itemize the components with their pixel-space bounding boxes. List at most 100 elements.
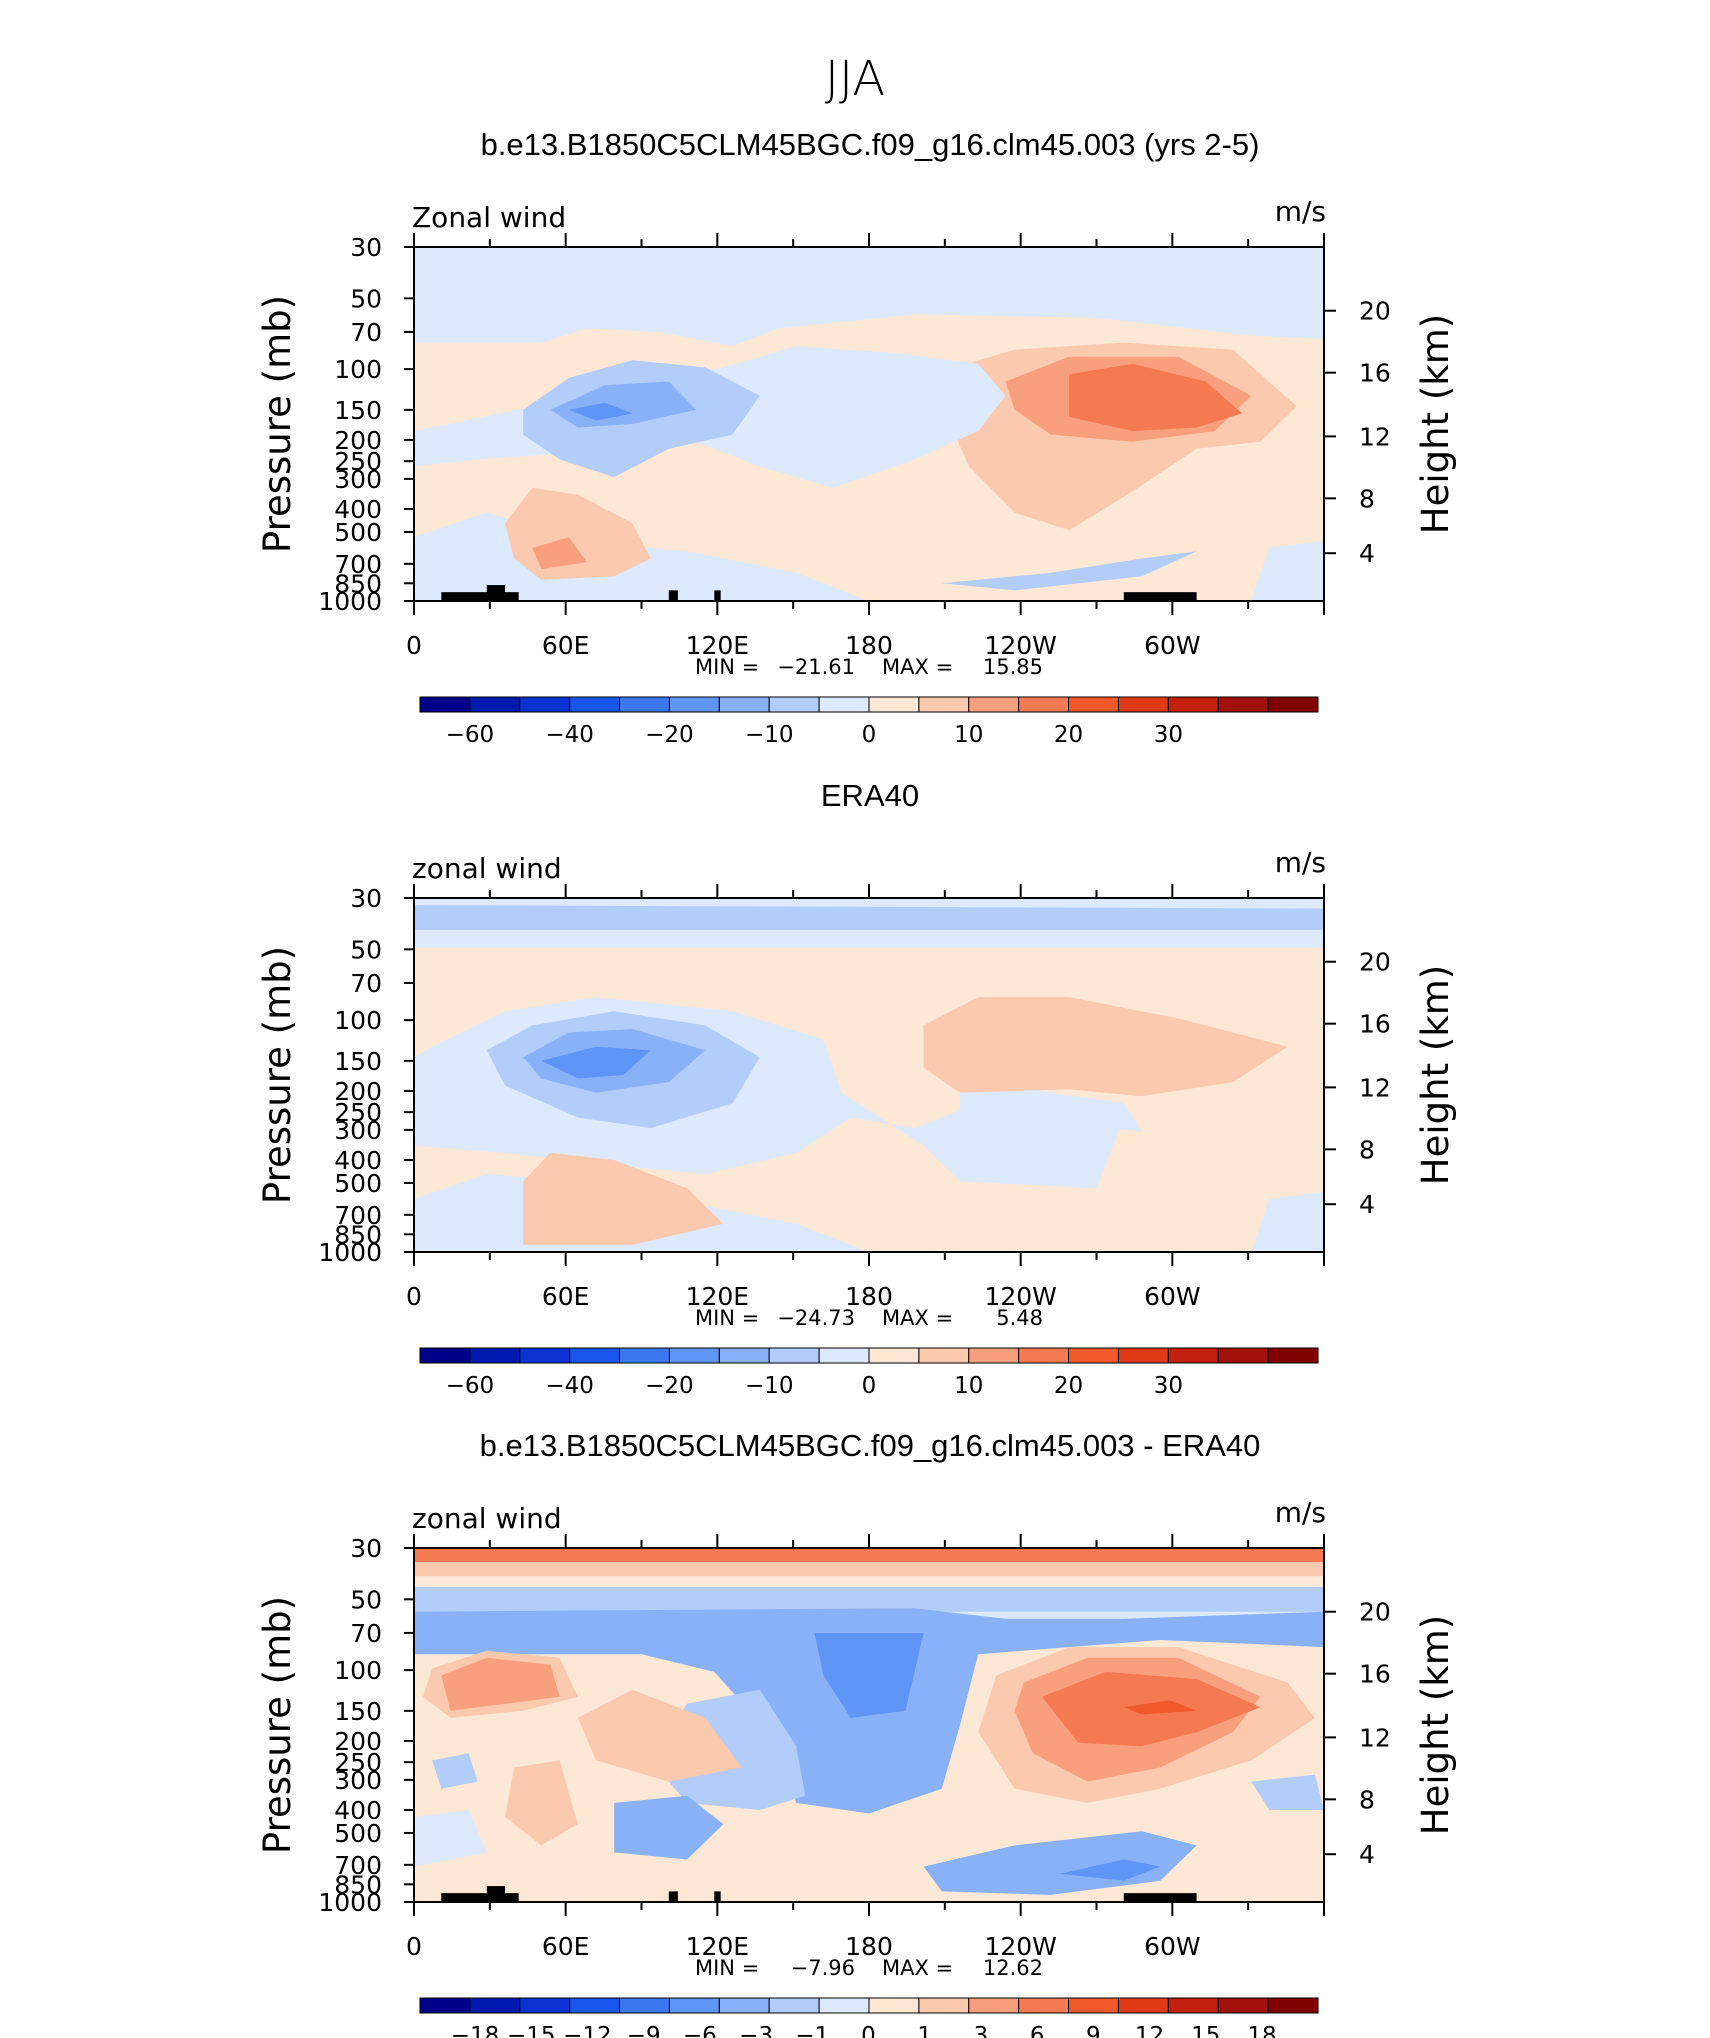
colorbar-swatch [569, 696, 621, 713]
colorbar-label: 15 [1191, 2023, 1220, 2038]
y-tick-label: 200 [334, 1077, 382, 1106]
y-tick-label: 250 [334, 447, 382, 476]
y-right-tick-label: 8 [1359, 1785, 1375, 1814]
y-tick-label: 700 [334, 1851, 382, 1880]
colorbar-swatch [469, 1347, 521, 1364]
contour-region-20 [432, 1753, 478, 1789]
colorbar-swatch [1018, 696, 1070, 713]
colorbar-swatch [718, 1347, 770, 1364]
y-tick-label: 700 [334, 550, 382, 579]
colorbar-label: 9 [1086, 2023, 1101, 2038]
contour-region-11 [1060, 1859, 1161, 1881]
contour-region-21 [1251, 1774, 1324, 1810]
colorbar-label: −20 [645, 1373, 694, 1399]
colorbar-label: 0 [862, 722, 877, 748]
colorbar-swatch [1267, 696, 1319, 713]
colorbar-swatch [868, 1997, 920, 2014]
x-tick-label: 180 [845, 631, 893, 660]
contour-region-18 [577, 1689, 742, 1782]
y-axis-label: Pressure (mb) [256, 295, 299, 553]
colorbar-swatch [1117, 696, 1169, 713]
colorbar-swatch [768, 696, 820, 713]
variable-label: zonal wind [412, 1502, 562, 1535]
colorbar-swatch [1117, 1347, 1169, 1364]
contour-region-8 [541, 1046, 651, 1079]
colorbar-label: 20 [1054, 1373, 1083, 1399]
topography-mask [486, 1886, 505, 1902]
y-tick-label: 100 [334, 355, 382, 384]
colorbar-label: −9 [627, 2023, 661, 2038]
y-right-axis-label: Height (km) [1414, 1615, 1457, 1835]
contour-region-15 [1123, 1700, 1197, 1715]
panel-title: ERA40 [821, 778, 919, 813]
y-tick-label: 300 [334, 1766, 382, 1795]
y-tick-label: 500 [334, 1819, 382, 1848]
colorbar-swatch [1018, 1347, 1070, 1364]
y-tick-label: 250 [334, 1748, 382, 1777]
y-tick-label: 200 [334, 1727, 382, 1756]
x-tick-label: 60E [542, 1932, 590, 1961]
y-right-tick-label: 16 [1359, 1660, 1391, 1689]
y-tick-label: 30 [350, 233, 382, 262]
min-label: MIN = [695, 1956, 759, 1980]
colorbar-swatch [668, 696, 720, 713]
colorbar-label: 30 [1154, 722, 1183, 748]
contour-field [414, 247, 1324, 601]
colorbar-label: 10 [954, 1373, 983, 1399]
y-tick-label: 50 [350, 935, 382, 964]
contour-region-7 [814, 1633, 924, 1718]
y-tick-label: 500 [334, 518, 382, 547]
colorbar-label: 20 [1054, 722, 1083, 748]
contour-region-9 [523, 1152, 724, 1245]
colorbar-label: −40 [545, 1373, 594, 1399]
min-label: MIN = [695, 655, 759, 679]
colorbar-label: 30 [1154, 1373, 1183, 1399]
contour-region-3 [414, 1562, 1324, 1577]
colorbar-swatch [918, 1347, 970, 1364]
max-label: MAX = [882, 1306, 953, 1330]
colorbar-label: 18 [1247, 2023, 1276, 2038]
colorbar-swatch [1267, 1997, 1319, 2014]
colorbar-swatch [419, 1347, 471, 1364]
contour-region-19 [505, 1760, 578, 1846]
colorbar-swatch [1068, 1997, 1119, 2014]
colorbar-label: −3 [739, 2023, 773, 2038]
x-tick-label: 60W [1144, 1932, 1201, 1961]
colorbar-swatch [519, 696, 571, 713]
topography-mask [1123, 592, 1197, 601]
colorbar-label: −12 [563, 2023, 612, 2038]
x-tick-label: 0 [406, 1282, 422, 1311]
colorbar-label: 12 [1135, 2023, 1164, 2038]
colorbar-swatch [1217, 1997, 1269, 2014]
colorbar-label: −10 [745, 1373, 794, 1399]
y-tick-label: 400 [334, 1796, 382, 1825]
colorbar: −60 −40 −20 −10 0 10 20 30 [419, 696, 1319, 748]
topography-mask [505, 592, 519, 601]
contour-region-11 [941, 551, 1197, 591]
colorbar-swatch [768, 1997, 820, 2014]
panel-1: b.e13.B1850C5CLM45BGC.f09_g16.clm45.003 … [256, 127, 1457, 748]
x-tick-label: 60E [542, 631, 590, 660]
y-tick-label: 70 [350, 969, 382, 998]
colorbar-swatch [918, 1997, 970, 2014]
topography-mask [1123, 1893, 1197, 1902]
x-tick-label: 60E [542, 1282, 590, 1311]
y-tick-label: 1000 [318, 1888, 382, 1917]
contour-region-4 [414, 1576, 1324, 1587]
colorbar-swatch [469, 696, 521, 713]
colorbar: −60 −40 −20 −10 0 10 20 30 [419, 1347, 1319, 1399]
figure-title: JJA [825, 51, 885, 107]
colorbar-swatch [668, 1347, 720, 1364]
colorbar-swatch [968, 696, 1020, 713]
y-tick-label: 850 [334, 569, 382, 598]
topography-mask [714, 1891, 721, 1902]
topography-mask [714, 590, 721, 601]
topography-mask [441, 1893, 492, 1902]
units-label: m/s [1275, 846, 1326, 879]
y-right-tick-label: 4 [1359, 539, 1375, 568]
units-label: m/s [1275, 195, 1326, 228]
colorbar-swatch [469, 1997, 521, 2014]
y-right-tick-label: 12 [1359, 422, 1391, 451]
max-value: 15.85 [983, 655, 1043, 679]
y-axis-label: Pressure (mb) [256, 946, 299, 1204]
